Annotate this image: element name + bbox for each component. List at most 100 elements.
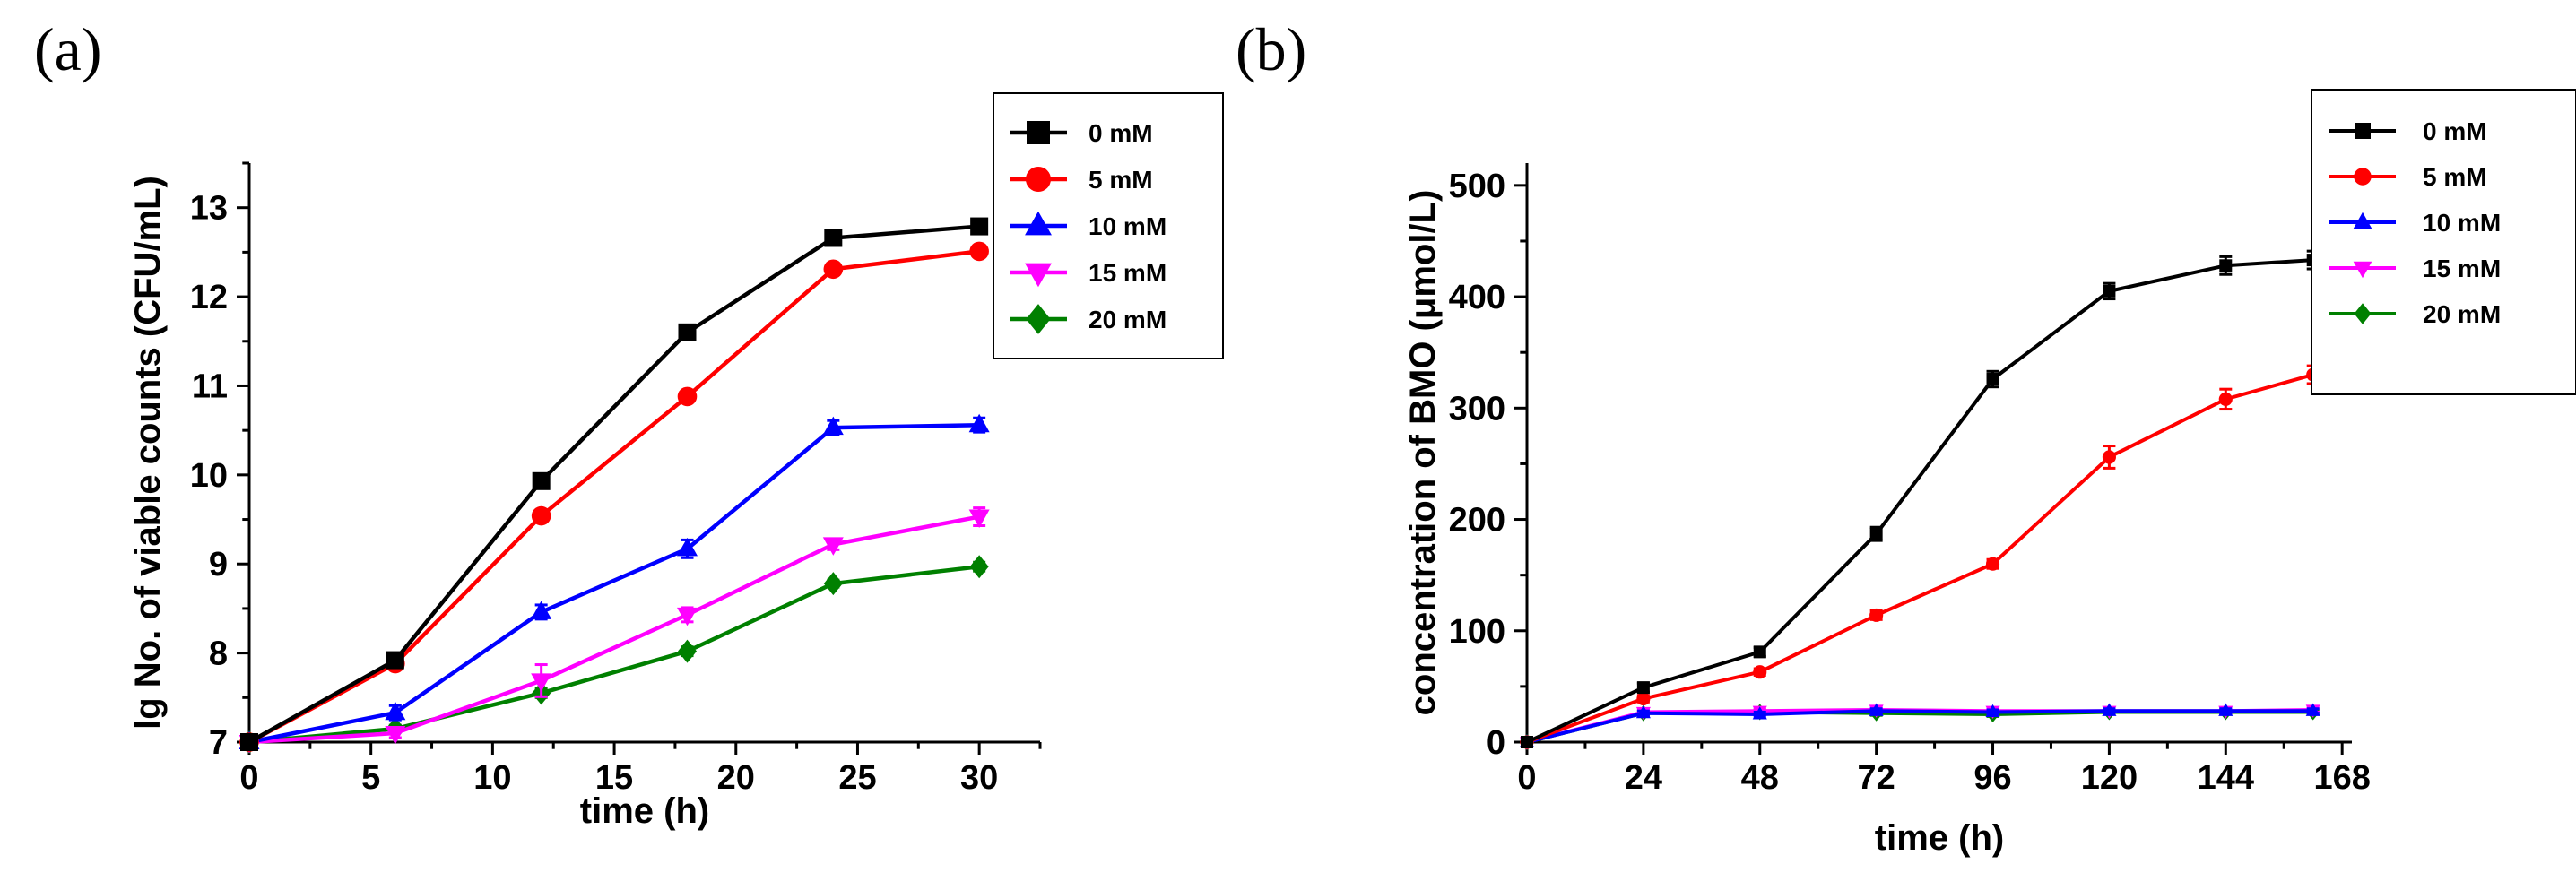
legend-label: 20 mM <box>1089 306 1167 333</box>
legend-marker <box>1026 304 1051 334</box>
data-point <box>823 259 844 280</box>
panel-a-x-axis-title: time (h) <box>580 791 709 831</box>
data-point <box>1985 704 2000 718</box>
panel-b-x-tick-label: 72 <box>1858 759 1895 797</box>
data-point <box>2305 703 2320 716</box>
panel-b-series-0-mM <box>1521 249 2320 748</box>
legend-marker <box>1027 121 1050 144</box>
panel-b-y-tick-label: 300 <box>1449 390 1505 428</box>
panel-a-label: (a) <box>34 15 101 83</box>
series-line <box>248 514 980 745</box>
data-point <box>385 701 406 721</box>
series-line <box>247 224 980 744</box>
data-point <box>968 509 990 529</box>
legend-marker <box>2355 123 2371 139</box>
panel-a-y-tick-label: 9 <box>209 546 228 583</box>
data-point <box>676 607 698 626</box>
data-point <box>1985 557 2000 571</box>
data-point <box>531 673 552 692</box>
data-point <box>531 601 552 619</box>
legend-label: 15 mM <box>1089 259 1167 287</box>
data-point <box>1869 608 1884 622</box>
panel-a-y-tick-label: 10 <box>190 457 228 495</box>
panel-a-y-tick-label: 11 <box>192 367 228 405</box>
legend-marker <box>1025 263 1052 288</box>
legend-label: 10 mM <box>2423 209 2501 237</box>
panel-b-x-tick-label: 120 <box>2081 759 2138 797</box>
panel-b-series-10-mM <box>1519 703 2320 747</box>
panel-a-legend: 0 mM 5 mM 10 mM 15 mM 20 mM <box>993 92 1224 359</box>
series-line <box>1526 373 2314 744</box>
data-point <box>2219 259 2233 272</box>
panel-a-y-axis-title: lg No. of viable counts (CFU/mL) <box>128 176 168 730</box>
panel-a-x-tick-label: 30 <box>960 759 998 797</box>
panel-b-y-tick-label: 500 <box>1449 168 1505 205</box>
panel-b-x-axis-title: time (h) <box>1875 818 2004 858</box>
series-line <box>1526 709 2313 744</box>
legend-marker <box>1025 211 1052 236</box>
data-point <box>2103 284 2116 298</box>
panel-a-series-5-mM <box>239 241 989 752</box>
legend-marker <box>2354 303 2372 324</box>
legend-marker <box>2353 212 2372 229</box>
data-point <box>1636 691 1651 706</box>
panel-a-series-10-mM <box>239 413 990 749</box>
panel-a-series-20-mM <box>239 555 989 754</box>
series-line <box>1526 258 2313 744</box>
panel-b-y-tick-label: 200 <box>1449 502 1505 540</box>
panel-a-x-tick-label: 20 <box>717 759 755 797</box>
panel-b-legend: 0 mM 5 mM 10 mM 15 mM 20 mM <box>2311 89 2576 395</box>
data-point <box>1753 665 1767 679</box>
legend-label: 10 mM <box>1089 212 1167 240</box>
data-point <box>824 229 843 247</box>
data-point <box>677 639 697 663</box>
panel-b-x-tick-label: 0 <box>1517 759 1536 797</box>
data-point <box>531 505 551 526</box>
panel-a-y-tick-label: 7 <box>209 724 228 762</box>
data-point <box>970 217 989 236</box>
data-point <box>822 537 844 556</box>
panel-b-label: (b) <box>1236 15 1306 83</box>
panel-a-series-0-mM <box>240 217 989 751</box>
data-point <box>822 416 844 436</box>
panel-b-x-tick-label: 24 <box>1625 759 1662 797</box>
data-point <box>823 572 843 596</box>
legend-label: 5 mM <box>2423 163 2487 191</box>
panel-a-y-tick-label: 8 <box>209 635 228 673</box>
data-point <box>1869 527 1883 540</box>
panel-b-y-tick-label: 100 <box>1449 613 1505 651</box>
data-point <box>532 471 551 490</box>
panel-b-x-tick-label: 168 <box>2313 759 2370 797</box>
data-point <box>2102 450 2116 464</box>
data-point <box>1752 706 1767 720</box>
series-line <box>247 249 980 744</box>
panel-a-chart: (a) 0 5 10 15 20 25 30 7 8 9 10 11 12 13 time (h) lg No… <box>34 15 1224 831</box>
data-point <box>1753 645 1766 659</box>
data-point <box>385 726 406 745</box>
data-point <box>1635 704 1651 719</box>
legend-marker <box>2353 261 2372 279</box>
panel-a-y-tick-label: 13 <box>190 190 228 228</box>
series-line <box>248 564 980 745</box>
data-point <box>676 537 698 557</box>
panel-b-x-tick-label: 144 <box>2198 759 2254 797</box>
data-point <box>386 651 404 670</box>
panel-b-y-axis-title: concentration of BMO (μmol/L) <box>1403 190 1443 716</box>
data-point <box>240 733 258 751</box>
panel-a-x-tick-label: 0 <box>239 759 258 797</box>
legend-label: 20 mM <box>2423 300 2501 328</box>
data-point <box>2218 392 2233 406</box>
data-point <box>1986 373 1999 386</box>
panel-b-y-tick-label: 0 <box>1487 724 1505 762</box>
data-point <box>1869 703 1884 716</box>
panel-b-chart: (b) 0 24 48 72 96 120 144 168 0 100 200 300 400 500 ti… <box>1236 15 2576 858</box>
legend-marker <box>2354 168 2372 186</box>
data-point <box>969 241 989 262</box>
legend-box <box>2311 89 2576 395</box>
data-point <box>678 323 697 341</box>
panel-b-y-tick-label: 400 <box>1449 279 1505 316</box>
panel-b-x-tick-label: 48 <box>1741 759 1779 797</box>
data-point <box>969 555 989 579</box>
data-point <box>2102 703 2117 716</box>
